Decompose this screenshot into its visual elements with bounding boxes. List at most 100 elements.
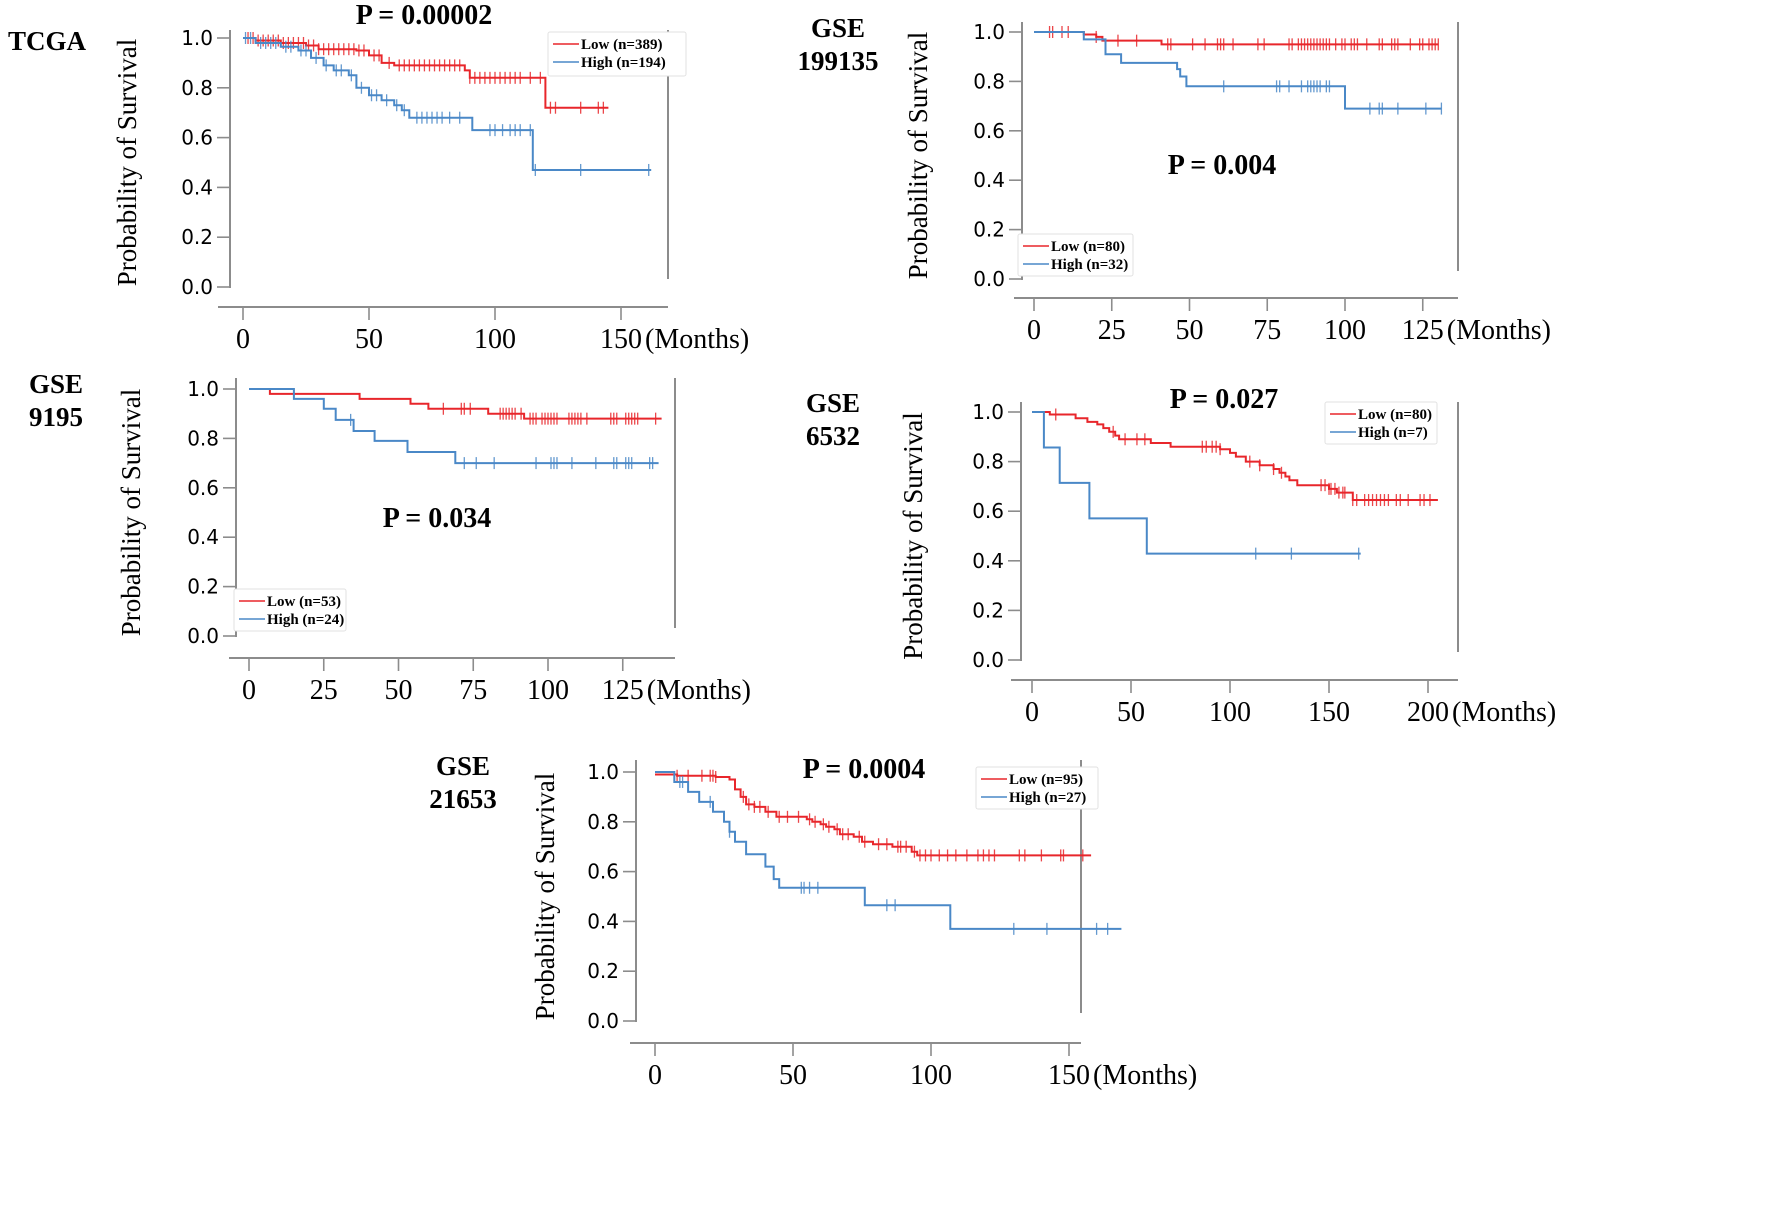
survival-curve-high bbox=[249, 388, 659, 465]
y-tick-label: 0.6 bbox=[973, 119, 1005, 143]
legend-label-low: Low (n=80) bbox=[1358, 407, 1432, 423]
legend-box bbox=[233, 588, 347, 632]
y-tick-label: 0.0 bbox=[973, 267, 1005, 291]
x-tick-label: 0 bbox=[1027, 315, 1041, 346]
cohort-label: GSE bbox=[436, 751, 490, 781]
y-tick-label: 0.8 bbox=[587, 810, 619, 834]
legend-box bbox=[1324, 401, 1438, 445]
x-tick-label: 50 bbox=[1117, 697, 1145, 728]
x-tick-label: 50 bbox=[385, 675, 413, 706]
legend: Low (n=53) High (n=24) bbox=[233, 588, 347, 632]
y-tick-label: 1.0 bbox=[973, 20, 1005, 44]
x-tick-label: 0 bbox=[236, 324, 250, 355]
cohort-label: GSE bbox=[811, 13, 865, 43]
y-tick-label: 0.6 bbox=[187, 476, 219, 500]
y-tick-label: 0.4 bbox=[587, 909, 619, 933]
legend-label-low: Low (n=53) bbox=[267, 594, 341, 610]
cohort-label: 6532 bbox=[806, 421, 860, 451]
y-axis-label: Probability of Survival bbox=[116, 389, 146, 636]
x-tick-label: 200 bbox=[1407, 697, 1449, 728]
x-tick-label: 75 bbox=[1253, 315, 1281, 346]
cohort-label: 21653 bbox=[429, 784, 497, 814]
y-tick-label: 0.0 bbox=[587, 1009, 619, 1033]
x-axis-unit-label: (Months) bbox=[645, 324, 749, 355]
x-tick-label: 25 bbox=[310, 675, 338, 706]
x-tick-label: 25 bbox=[1098, 315, 1126, 346]
p-value-label: P = 0.034 bbox=[383, 503, 492, 534]
y-tick-label: 0.8 bbox=[973, 69, 1005, 93]
cohort-label: TCGA bbox=[8, 26, 87, 56]
x-axis-unit-label: (Months) bbox=[1452, 697, 1556, 728]
x-axis-unit-label: (Months) bbox=[1093, 1060, 1197, 1091]
legend-box bbox=[975, 766, 1099, 810]
y-tick-label: 0.2 bbox=[181, 225, 213, 249]
y-tick-label: 0.4 bbox=[181, 175, 213, 199]
legend-box bbox=[1017, 233, 1134, 277]
survival-curve-low bbox=[249, 388, 662, 420]
survival-curve-low bbox=[1034, 31, 1439, 46]
survival-curve-low bbox=[655, 773, 1092, 857]
x-tick-label: 100 bbox=[1209, 697, 1251, 728]
cohort-label: GSE bbox=[806, 388, 860, 418]
legend-box bbox=[547, 31, 687, 77]
x-tick-label: 150 bbox=[1048, 1060, 1090, 1091]
x-tick-label: 0 bbox=[242, 675, 256, 706]
y-tick-label: 0.2 bbox=[973, 218, 1005, 242]
y-tick-label: 0.4 bbox=[972, 549, 1004, 573]
y-tick-label: 0.2 bbox=[972, 598, 1004, 622]
x-tick-label: 100 bbox=[1324, 315, 1366, 346]
legend-label-high: High (n=194) bbox=[581, 55, 666, 71]
y-tick-label: 0.2 bbox=[587, 959, 619, 983]
y-tick-label: 0.8 bbox=[187, 426, 219, 450]
survival-curve-high bbox=[1034, 31, 1442, 110]
x-tick-label: 150 bbox=[600, 324, 642, 355]
p-value-label: P = 0.00002 bbox=[356, 0, 493, 31]
legend-label-high: High (n=7) bbox=[1358, 425, 1428, 441]
x-tick-label: 100 bbox=[527, 675, 569, 706]
legend: Low (n=389) High (n=194) bbox=[547, 31, 687, 77]
y-axis-label: Probability of Survival bbox=[530, 773, 560, 1020]
cohort-label: 9195 bbox=[29, 402, 83, 432]
x-tick-label: 50 bbox=[355, 324, 383, 355]
survival-curve-high bbox=[655, 771, 1122, 930]
y-tick-label: 0.4 bbox=[187, 525, 219, 549]
x-axis-unit-label: (Months) bbox=[1447, 315, 1551, 346]
x-tick-label: 125 bbox=[1402, 315, 1444, 346]
y-tick-label: 0.0 bbox=[181, 275, 213, 299]
legend-label-high: High (n=27) bbox=[1009, 790, 1086, 806]
y-axis-label: Probability of Survival bbox=[898, 412, 928, 659]
survival-curve-low bbox=[1032, 411, 1438, 501]
y-tick-label: 0.0 bbox=[972, 648, 1004, 672]
y-axis-label: Probability of Survival bbox=[903, 32, 933, 279]
legend-label-high: High (n=32) bbox=[1051, 257, 1128, 273]
x-tick-label: 50 bbox=[1176, 315, 1204, 346]
survival-curve-high bbox=[243, 37, 652, 171]
x-tick-label: 0 bbox=[648, 1060, 662, 1091]
x-tick-label: 125 bbox=[602, 675, 644, 706]
legend: Low (n=80) High (n=7) bbox=[1324, 401, 1438, 445]
y-tick-label: 0.8 bbox=[972, 450, 1004, 474]
cohort-label: 199135 bbox=[798, 46, 879, 76]
legend-label-low: Low (n=80) bbox=[1051, 239, 1125, 255]
y-tick-label: 0.2 bbox=[187, 575, 219, 599]
legend-label-low: Low (n=389) bbox=[581, 37, 662, 53]
p-value-label: P = 0.004 bbox=[1168, 150, 1277, 181]
legend: Low (n=95) High (n=27) bbox=[975, 766, 1099, 810]
y-tick-label: 0.6 bbox=[181, 126, 213, 150]
x-tick-label: 100 bbox=[910, 1060, 952, 1091]
cohort-label: GSE bbox=[29, 369, 83, 399]
y-tick-label: 1.0 bbox=[187, 377, 219, 401]
y-tick-label: 0.0 bbox=[187, 624, 219, 648]
x-tick-label: 50 bbox=[779, 1060, 807, 1091]
p-value-label: P = 0.027 bbox=[1170, 384, 1279, 415]
legend: Low (n=80) High (n=32) bbox=[1017, 233, 1134, 277]
y-tick-label: 1.0 bbox=[972, 400, 1004, 424]
y-axis-label: Probability of Survival bbox=[112, 39, 142, 286]
y-tick-label: 0.6 bbox=[972, 499, 1004, 523]
x-axis-unit-label: (Months) bbox=[647, 675, 751, 706]
x-tick-label: 0 bbox=[1025, 697, 1039, 728]
